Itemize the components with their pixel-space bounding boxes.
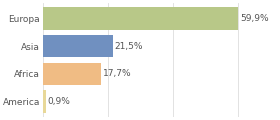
Text: 17,7%: 17,7% xyxy=(102,69,131,78)
Bar xyxy=(43,7,238,30)
Bar xyxy=(43,63,101,85)
Bar xyxy=(43,35,113,57)
Text: 59,9%: 59,9% xyxy=(240,14,269,23)
Text: 21,5%: 21,5% xyxy=(115,42,143,51)
Text: 0,9%: 0,9% xyxy=(48,97,71,106)
Bar xyxy=(43,90,46,113)
